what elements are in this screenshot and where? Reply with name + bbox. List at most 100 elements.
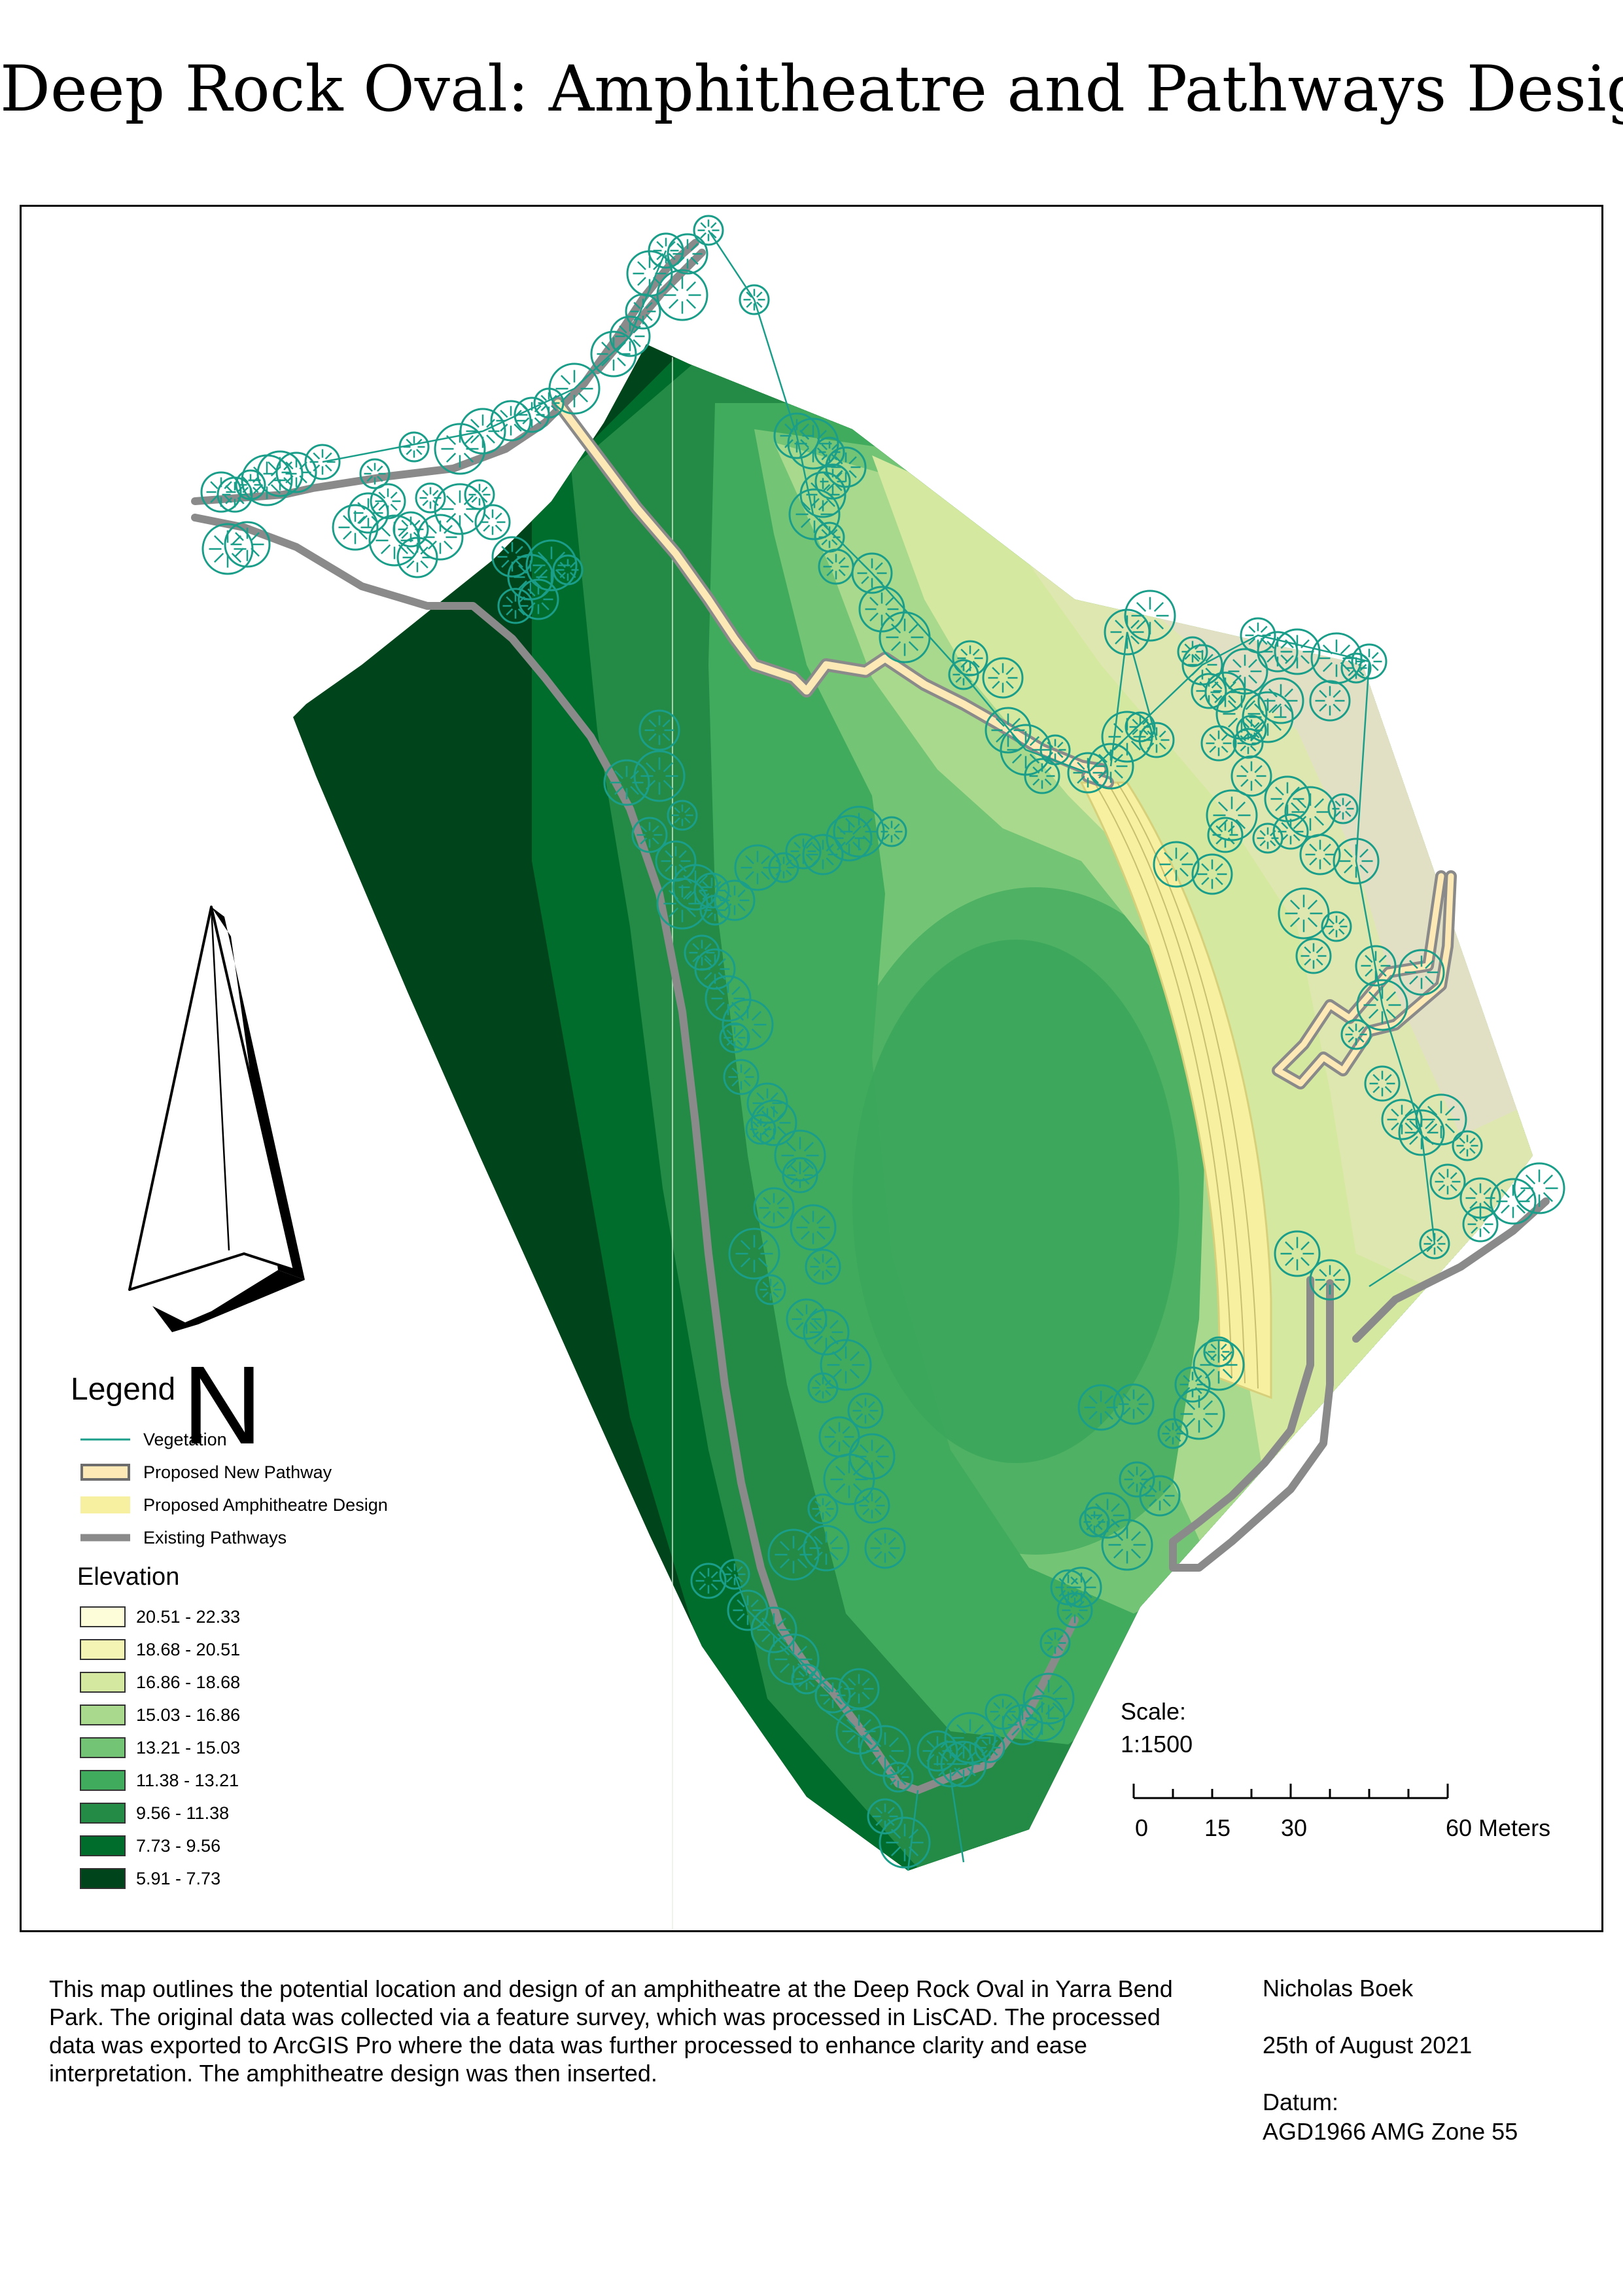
scale-tick-60: 60 Meters	[1446, 1814, 1550, 1841]
map-description: This map outlines the potential location…	[49, 1975, 1173, 2087]
tree-icon	[745, 1114, 777, 1145]
tree-icon	[774, 1129, 826, 1182]
elevation-swatch	[80, 1835, 126, 1856]
tree-icon	[805, 1248, 841, 1285]
tree-icon	[948, 659, 979, 690]
tree-icon	[648, 232, 684, 269]
tree-icon	[799, 471, 846, 518]
tree-icon	[705, 975, 752, 1022]
tree-icon	[1398, 949, 1445, 996]
elevation-list: 20.51 - 22.33 18.68 - 20.51 16.86 - 18.68 1…	[51, 1600, 470, 1895]
tree-icon	[814, 521, 845, 553]
tree-icon	[359, 458, 391, 489]
tree-icon	[1039, 1627, 1071, 1659]
tree-icon	[690, 1563, 727, 1599]
scale-tick-15: 15	[1204, 1814, 1230, 1841]
elevation-label: 16.86 - 18.68	[136, 1672, 241, 1692]
tree-icon	[854, 1487, 890, 1524]
tree-icon	[1462, 1206, 1499, 1243]
tree-icon	[1327, 793, 1359, 824]
tree-icon	[851, 552, 893, 594]
tree-icon	[1153, 841, 1200, 888]
legend-label-amphitheatre: Proposed Amphitheatre Design	[143, 1494, 388, 1515]
tree-icon	[656, 269, 708, 321]
tree-icon	[1204, 671, 1246, 713]
tree-icon	[517, 578, 559, 620]
tree-icon	[1230, 755, 1272, 797]
tree-icon	[879, 611, 931, 663]
elevation-label: 5.91 - 7.73	[136, 1868, 221, 1888]
tree-icon	[552, 554, 584, 586]
tree-icon	[802, 834, 844, 875]
tree-icon	[1309, 1259, 1351, 1301]
elevation-label: 18.68 - 20.51	[136, 1639, 241, 1659]
tree-icon	[790, 1204, 837, 1251]
tree-icon	[1429, 1163, 1466, 1200]
datum-value: AGD1966 AMG Zone 55	[1263, 2118, 1518, 2145]
tree-icon	[982, 657, 1024, 699]
north-label: N	[183, 1343, 263, 1468]
tree-icon	[304, 444, 341, 480]
tree-icon	[1310, 632, 1363, 684]
map-frame: N Legend Vegetation Proposed New Pathway…	[20, 205, 1603, 1932]
elevation-label: 7.73 - 9.56	[136, 1835, 221, 1856]
tree-icon	[1340, 1019, 1372, 1050]
tree-icon	[1513, 1162, 1565, 1214]
tree-icon	[417, 514, 464, 561]
tree-icon	[785, 833, 822, 870]
tree-icon	[1364, 1065, 1401, 1102]
tree-icon	[1177, 636, 1208, 667]
tree-icon	[714, 879, 756, 921]
scale-tick-30: 30	[1281, 1814, 1307, 1841]
vegetation-links	[322, 230, 1436, 1871]
tree-icon	[985, 707, 1032, 754]
elevation-swatch	[80, 1704, 126, 1725]
legend-label-proposed-pathway: Proposed New Pathway	[143, 1462, 332, 1482]
tree-icon	[1274, 628, 1321, 675]
elevation-label: 11.38 - 13.21	[136, 1770, 239, 1790]
tree-icon	[755, 1274, 786, 1305]
legend-item-proposed-new-pathway: Proposed New Pathway	[80, 1456, 470, 1489]
amphitheatre-swatch	[80, 1496, 130, 1513]
tree-icon	[491, 536, 533, 578]
tree-icon	[200, 471, 242, 513]
tree-icon	[1207, 817, 1244, 853]
tree-icon	[952, 640, 988, 677]
tree-icon	[879, 1816, 931, 1869]
tree-icon	[1452, 1130, 1483, 1161]
tree-icon	[974, 1732, 1005, 1763]
tree-icon	[876, 816, 907, 847]
tree-icon	[719, 1559, 750, 1590]
tree-icon	[1079, 1506, 1110, 1538]
scale-ratio: 1:1500	[1121, 1731, 1193, 1757]
legend: Legend Vegetation Proposed New Pathway P…	[51, 1371, 470, 1895]
tree-icon	[803, 1525, 850, 1572]
tree-icon	[1138, 722, 1175, 758]
tree-icon	[814, 1677, 851, 1714]
tree-icon	[1024, 758, 1060, 794]
tree-icon	[655, 840, 697, 882]
tree-icon	[858, 586, 905, 633]
tree-icon	[694, 948, 736, 990]
tree-icon	[638, 709, 680, 751]
tree-icon	[1295, 938, 1332, 974]
tree-icon	[1252, 822, 1283, 854]
tree-icon	[1333, 838, 1380, 885]
tree-icon	[1356, 979, 1408, 1031]
elevation-swatch	[80, 1606, 126, 1627]
elevation-label: 13.21 - 15.03	[136, 1737, 241, 1757]
tree-icon	[1242, 691, 1294, 743]
tree-icon	[656, 877, 708, 930]
tree-icon	[633, 750, 686, 802]
tree-icon	[201, 523, 254, 575]
scale-bar: 0 15 30 60 Meters	[1132, 1784, 1550, 1841]
tree-icon	[882, 1761, 914, 1793]
legend-label-existing-pathways: Existing Pathways	[143, 1527, 287, 1547]
tree-icon	[739, 284, 770, 315]
tree-icon	[625, 293, 661, 330]
tree-icon	[847, 1392, 884, 1429]
tree-icon	[398, 431, 430, 463]
tree-icon	[734, 844, 781, 891]
tree-icon	[490, 400, 532, 442]
map-canvas[interactable]: N	[22, 207, 1601, 1930]
